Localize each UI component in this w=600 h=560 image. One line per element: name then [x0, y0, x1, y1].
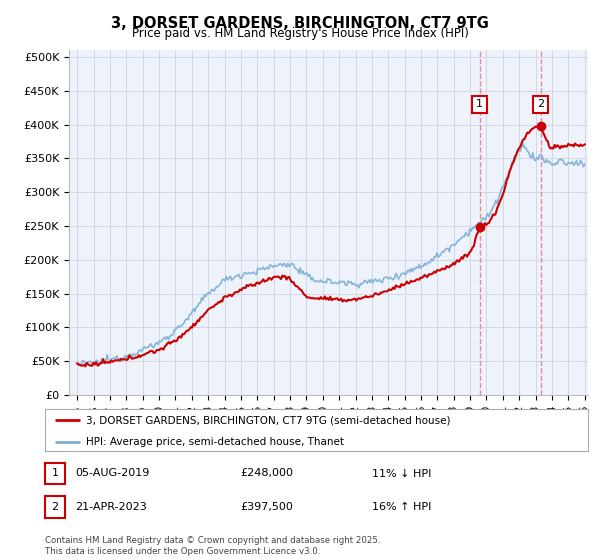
Text: 1: 1	[52, 469, 58, 478]
Text: £397,500: £397,500	[240, 502, 293, 512]
Text: 16% ↑ HPI: 16% ↑ HPI	[372, 502, 431, 512]
Text: 11% ↓ HPI: 11% ↓ HPI	[372, 469, 431, 478]
Text: 1: 1	[476, 100, 483, 109]
Text: 2: 2	[537, 100, 544, 109]
Text: 2: 2	[52, 502, 58, 512]
Text: 3, DORSET GARDENS, BIRCHINGTON, CT7 9TG (semi-detached house): 3, DORSET GARDENS, BIRCHINGTON, CT7 9TG …	[86, 415, 450, 425]
Text: 21-APR-2023: 21-APR-2023	[75, 502, 147, 512]
Text: Price paid vs. HM Land Registry's House Price Index (HPI): Price paid vs. HM Land Registry's House …	[131, 27, 469, 40]
Text: Contains HM Land Registry data © Crown copyright and database right 2025.
This d: Contains HM Land Registry data © Crown c…	[45, 536, 380, 556]
Text: 3, DORSET GARDENS, BIRCHINGTON, CT7 9TG: 3, DORSET GARDENS, BIRCHINGTON, CT7 9TG	[111, 16, 489, 31]
Text: HPI: Average price, semi-detached house, Thanet: HPI: Average price, semi-detached house,…	[86, 437, 344, 446]
Text: 05-AUG-2019: 05-AUG-2019	[75, 469, 149, 478]
Text: £248,000: £248,000	[240, 469, 293, 478]
